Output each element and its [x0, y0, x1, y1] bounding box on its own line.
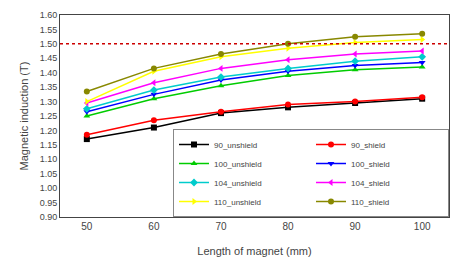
svg-text:1.40: 1.40 — [40, 68, 58, 78]
svg-text:0.95: 0.95 — [40, 198, 58, 208]
svg-text:70: 70 — [215, 221, 227, 232]
svg-text:104_unshield: 104_unshield — [214, 179, 262, 188]
svg-text:1.15: 1.15 — [40, 140, 58, 150]
svg-text:60: 60 — [148, 221, 160, 232]
svg-text:1.20: 1.20 — [40, 126, 58, 136]
svg-text:110_unshield: 110_unshield — [214, 198, 261, 207]
svg-text:90_unshield: 90_unshield — [214, 141, 257, 150]
svg-text:90: 90 — [350, 221, 362, 232]
svg-text:90_shield: 90_shield — [351, 141, 385, 150]
svg-text:1.50: 1.50 — [40, 39, 58, 49]
svg-text:104_shield: 104_shield — [351, 179, 390, 188]
svg-text:1.45: 1.45 — [40, 53, 58, 63]
svg-text:1.25: 1.25 — [40, 111, 58, 121]
svg-text:1.55: 1.55 — [40, 25, 58, 35]
svg-text:Magnetic induction (T): Magnetic induction (T) — [18, 62, 30, 171]
svg-text:50: 50 — [81, 221, 93, 232]
svg-text:1.60: 1.60 — [40, 10, 58, 20]
svg-text:0.90: 0.90 — [40, 212, 58, 222]
svg-text:1.35: 1.35 — [40, 82, 58, 92]
svg-text:100_shield: 100_shield — [351, 160, 390, 169]
svg-text:80: 80 — [282, 221, 294, 232]
svg-text:1.00: 1.00 — [40, 183, 58, 193]
svg-text:100_unshield: 100_unshield — [214, 160, 262, 169]
svg-text:1.10: 1.10 — [40, 154, 58, 164]
svg-text:100: 100 — [414, 221, 431, 232]
svg-text:1.05: 1.05 — [40, 169, 58, 179]
svg-text:Length of magnet (mm): Length of magnet (mm) — [197, 245, 311, 257]
svg-text:110_shield: 110_shield — [351, 198, 389, 207]
svg-text:1.30: 1.30 — [40, 97, 58, 107]
